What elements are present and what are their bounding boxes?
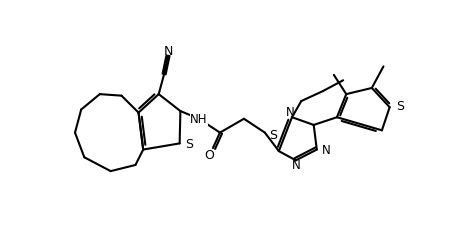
Text: S: S xyxy=(269,129,278,142)
Text: N: N xyxy=(322,143,331,156)
Text: S: S xyxy=(396,100,404,113)
Text: N: N xyxy=(291,158,300,171)
Text: O: O xyxy=(204,148,214,161)
Text: N: N xyxy=(163,44,173,57)
Text: NH: NH xyxy=(190,113,208,126)
Text: N: N xyxy=(286,106,295,119)
Text: S: S xyxy=(185,137,193,150)
